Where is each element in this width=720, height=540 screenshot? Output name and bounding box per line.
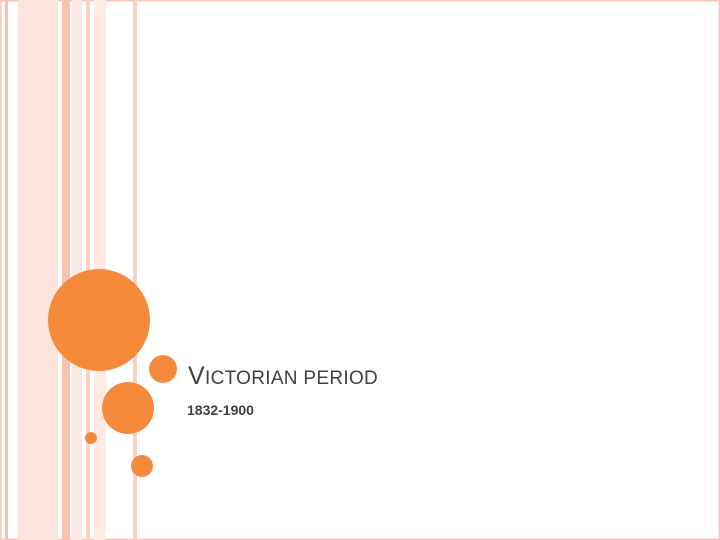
circle [48, 269, 150, 371]
circle [131, 455, 153, 477]
circle [149, 355, 177, 383]
stripe [72, 0, 82, 540]
stripe [5, 0, 8, 540]
stripe [86, 0, 90, 540]
circle [85, 432, 97, 444]
slide-subtitle: 1832-1900 [187, 402, 254, 418]
circle [102, 382, 154, 434]
stripe [62, 0, 70, 540]
stripe [18, 0, 58, 540]
stripe [133, 0, 137, 540]
slide-title: VICTORIAN PERIOD [188, 362, 379, 390]
